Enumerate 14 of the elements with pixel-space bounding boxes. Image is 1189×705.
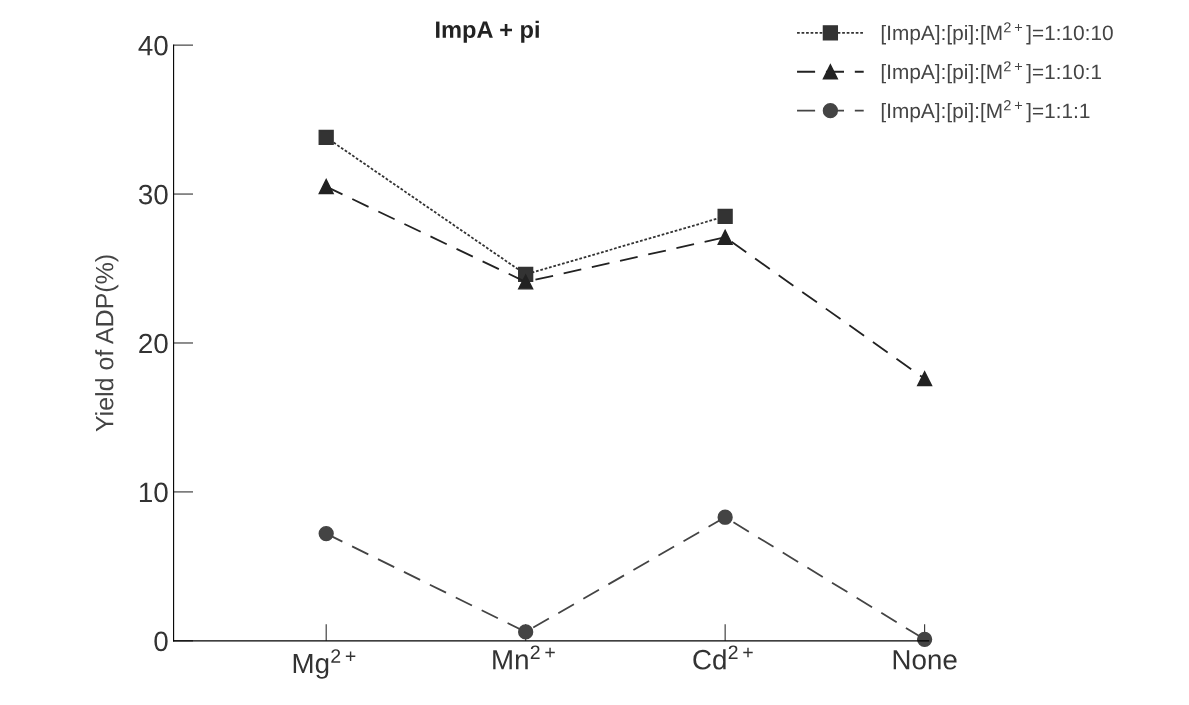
legend-label: [ImpA]:[pi]:[M$^{2+}$]=1:10:10 xyxy=(881,22,1113,45)
x-tick-label: Mn$^{2+}$ xyxy=(493,645,555,670)
x-tick-label: None xyxy=(893,650,957,670)
y-tick-label: 0 xyxy=(154,631,168,652)
y-tick-label: 40 xyxy=(138,35,168,56)
legend-label: [ImpA]:[pi]:[M$^{2+}$]=1:10:1 xyxy=(881,61,1101,84)
y-tick-label: 30 xyxy=(138,184,168,205)
chart-title: ImpA + pi xyxy=(436,20,539,43)
y-tick-label: 10 xyxy=(139,482,168,503)
x-tick-label: Mg$^{2+}$ xyxy=(293,649,356,679)
legend-label: [ImpA]:[pi]:[M$^{2+}$]=1:1:1 xyxy=(881,100,1090,123)
y-axis-title: Yield of ADP(%) xyxy=(95,255,119,432)
x-tick-label: Cd$^{2+}$ xyxy=(693,645,753,670)
y-tick-label: 20 xyxy=(139,333,168,354)
